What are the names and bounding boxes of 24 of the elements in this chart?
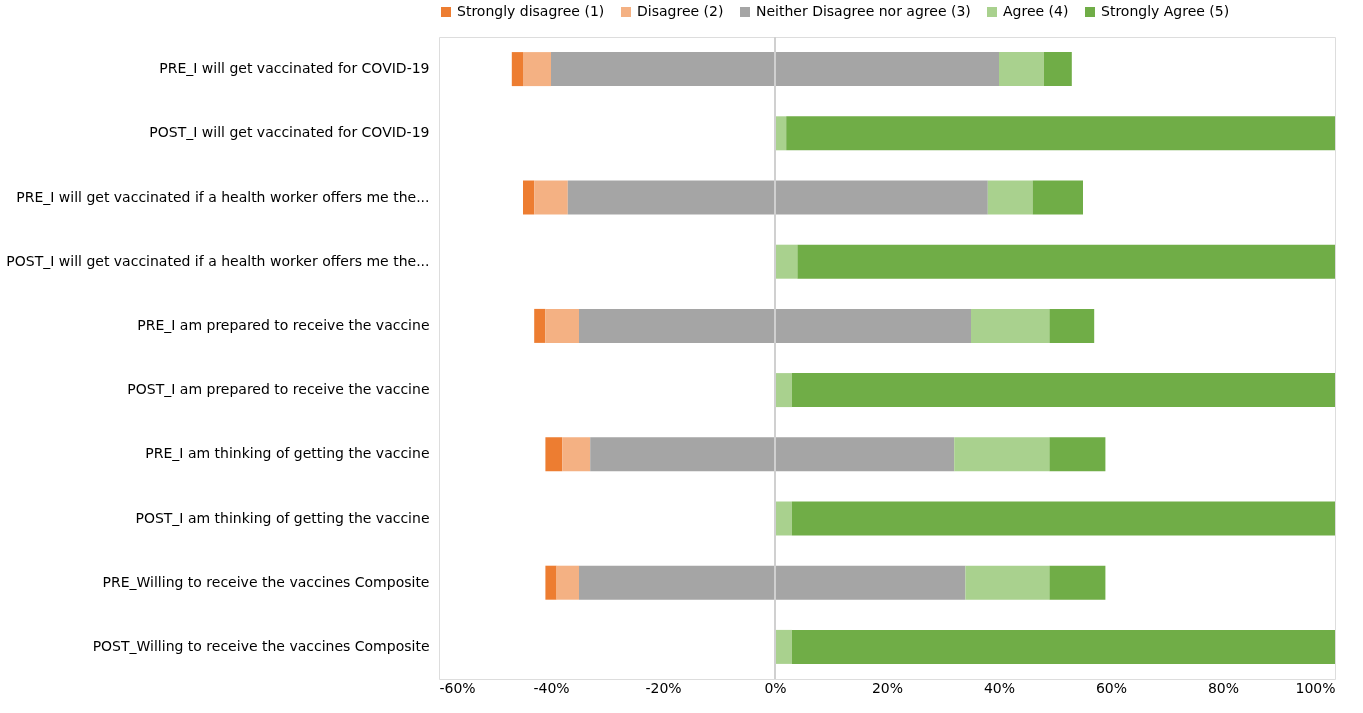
legend-label: Neither Disagree nor agree (3) [756, 3, 971, 19]
x-tick-label: 0% [764, 679, 787, 696]
y-tick-label: PRE_I will get vaccinated if a health worker offers me the... [16, 188, 430, 205]
legend-label: Disagree (2) [637, 3, 724, 19]
y-tick-label: PRE_I will get vaccinated for COVID-19 [159, 60, 430, 77]
y-tick-label: POST_I will get vaccinated for COVID-19 [149, 124, 430, 141]
legend-label: Agree (4) [1003, 3, 1069, 19]
x-tick-label: -20% [645, 679, 682, 696]
y-tick-label: PRE_I am thinking of getting the vaccine [145, 445, 430, 462]
x-tick-label: -60% [439, 679, 476, 696]
legend-label: Strongly Agree (5) [1101, 3, 1230, 19]
x-tick-label: 40% [983, 679, 1016, 696]
y-tick-label: POST_I will get vaccinated if a health worker offers me the... [6, 252, 430, 269]
legend-label: Strongly disagree (1) [457, 3, 605, 19]
y-tick-label: POST_I am thinking of getting the vaccine [135, 509, 430, 526]
x-tick-label: -40% [533, 679, 570, 696]
y-tick-label: PRE_Willing to receive the vaccines Composite [102, 573, 430, 590]
x-tick-label: 60% [1095, 679, 1128, 696]
y-tick-label: PRE_I am prepared to receive the vaccine [137, 316, 430, 333]
x-tick-label: 80% [1207, 679, 1240, 696]
x-tick-label: 100% [1295, 679, 1336, 696]
y-tick-label: POST_Willing to receive the vaccines Composite [92, 637, 430, 654]
y-tick-label: POST_I am prepared to receive the vaccine [127, 381, 430, 398]
x-tick-label: 20% [871, 679, 904, 696]
